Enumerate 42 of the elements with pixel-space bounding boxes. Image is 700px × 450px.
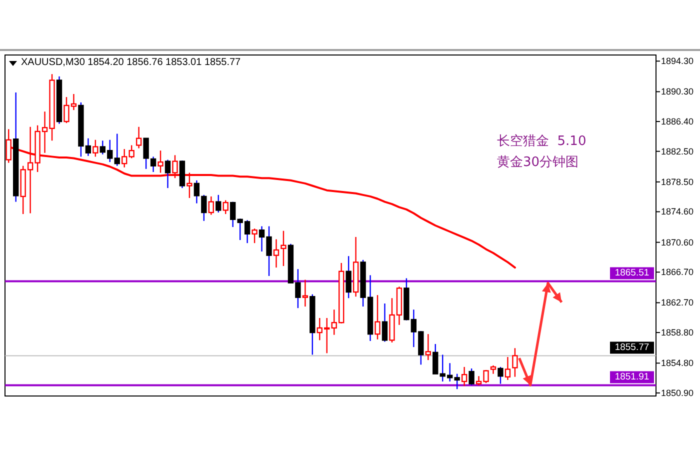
candlestick: [186, 172, 192, 199]
ref-line-label: 1865.51: [614, 268, 650, 279]
y-tick-label: 1858.80: [661, 328, 694, 338]
ref-line-label: 1855.77: [614, 342, 650, 354]
candlestick: [461, 366, 468, 387]
candlestick: [302, 279, 308, 308]
y-tick-label: 1866.70: [661, 267, 694, 278]
y-tick-label: 1862.70: [661, 298, 694, 308]
candlestick: [280, 230, 286, 267]
annotation: 长空猎金 5.10: [497, 134, 586, 149]
candlestick: [222, 200, 228, 215]
candlestick: [216, 194, 222, 214]
candlestick: [164, 159, 171, 189]
candlestick: [374, 294, 380, 340]
y-tick-label: 1882.50: [661, 146, 694, 156]
candlestick: [346, 255, 352, 299]
candlestick: [425, 333, 431, 361]
candlestick: [252, 228, 258, 244]
annotation: 黄金30分钟图: [497, 155, 579, 170]
y-tick-label: 1870.60: [661, 237, 694, 248]
y-tick-label: 1886.40: [661, 116, 694, 127]
ref-line-label: 1851.91: [614, 372, 650, 383]
candlestick: [114, 133, 120, 166]
candlestick: [382, 302, 388, 342]
candlestick: [512, 348, 518, 378]
y-tick-label: 1890.30: [661, 86, 694, 97]
candlestick: [92, 139, 98, 158]
y-tick-label: 1854.80: [661, 358, 694, 368]
candlestick: [498, 366, 504, 384]
candlestick: [172, 154, 178, 179]
candlestick: [468, 368, 474, 386]
candlestick: [273, 238, 280, 268]
candlestick: [504, 356, 511, 381]
y-tick-label: 1878.50: [661, 176, 694, 187]
candlestick: [432, 343, 438, 374]
candlestick: [136, 126, 142, 149]
y-tick-label: 1874.60: [661, 206, 694, 217]
chart-title: XAUUSD,M30 1854.20 1856.76 1853.01 1855.77: [21, 57, 242, 68]
y-tick-label: 1894.30: [661, 56, 694, 66]
candlestick: [158, 150, 164, 174]
candlestick: [208, 196, 214, 216]
y-tick-label: 1850.90: [661, 388, 694, 398]
